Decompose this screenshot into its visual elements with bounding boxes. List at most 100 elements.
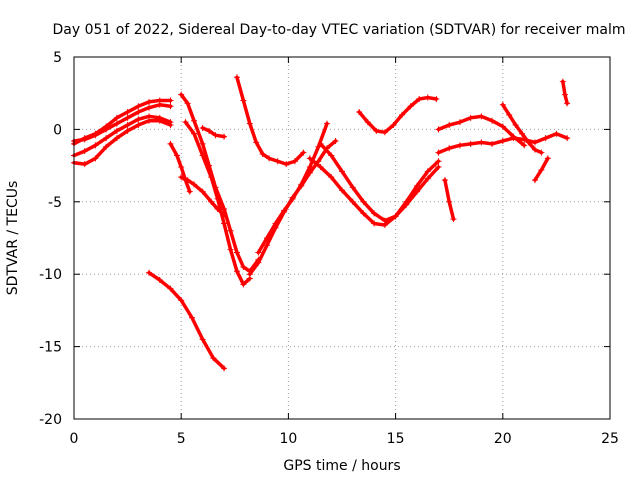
- series-trail: [147, 271, 226, 371]
- data-point: [191, 181, 198, 188]
- data-point: [289, 194, 296, 201]
- y-tick-label: -10: [39, 267, 62, 283]
- data-point: [188, 314, 195, 321]
- series-trace-c: [71, 117, 174, 168]
- series-trace-d: [71, 101, 174, 144]
- data-point: [407, 103, 414, 110]
- data-point: [103, 126, 110, 133]
- data-point: [266, 155, 273, 162]
- data-point: [178, 174, 185, 181]
- data-point: [371, 210, 378, 217]
- data-point: [92, 142, 99, 149]
- series-trail: [357, 95, 439, 135]
- data-point: [113, 127, 120, 134]
- data-point: [255, 259, 262, 266]
- data-point: [233, 249, 240, 256]
- series-trace-i: [199, 124, 228, 140]
- data-point: [317, 140, 324, 147]
- x-tick-label: 25: [601, 431, 619, 447]
- data-point: [184, 100, 191, 107]
- data-point: [212, 132, 219, 139]
- data-point: [450, 216, 457, 223]
- data-point: [446, 145, 453, 152]
- data-point: [390, 122, 397, 129]
- data-point: [435, 158, 442, 165]
- data-point: [156, 101, 163, 108]
- data-point: [441, 177, 448, 184]
- data-point: [339, 187, 345, 194]
- data-point: [208, 174, 215, 181]
- data-point: [489, 140, 496, 147]
- series-trace-p: [435, 130, 571, 156]
- data-point: [272, 224, 279, 231]
- series-trail: [72, 114, 173, 158]
- data-point: [227, 227, 234, 234]
- series-trace-u: [559, 78, 571, 107]
- data-point: [291, 158, 298, 165]
- data-point: [135, 122, 142, 129]
- data-point: [512, 122, 519, 129]
- data-point: [124, 114, 131, 121]
- data-point: [274, 158, 281, 165]
- x-axis-title: GPS time / hours: [283, 458, 400, 474]
- data-point: [489, 117, 496, 124]
- data-point: [306, 164, 313, 171]
- data-point: [210, 355, 217, 362]
- data-point: [467, 114, 474, 121]
- data-point: [113, 114, 120, 121]
- data-point: [233, 74, 240, 81]
- series-trace-v: [146, 269, 228, 372]
- data-point: [283, 161, 290, 168]
- data-point: [300, 149, 307, 156]
- data-point: [519, 130, 526, 137]
- data-point: [81, 148, 88, 155]
- data-point: [561, 91, 568, 98]
- data-point: [416, 95, 423, 102]
- series-trace-t: [531, 155, 551, 184]
- data-point: [298, 182, 305, 189]
- series-trace-h: [182, 119, 253, 288]
- series-trace-j: [233, 74, 307, 168]
- data-point: [178, 91, 185, 98]
- grid-lines: [74, 57, 610, 419]
- data-point: [373, 127, 380, 134]
- data-point: [255, 249, 262, 256]
- data-point: [191, 117, 198, 124]
- series-trail: [235, 75, 306, 166]
- data-point: [199, 140, 206, 147]
- data-point: [199, 336, 206, 343]
- data-point: [92, 132, 99, 139]
- data-point: [349, 184, 356, 191]
- data-point: [317, 164, 324, 171]
- data-point: [544, 155, 551, 162]
- x-tick-label: 20: [494, 431, 512, 447]
- data-point: [564, 100, 571, 107]
- data-point: [542, 135, 549, 142]
- series-trail: [72, 103, 173, 143]
- data-point: [227, 246, 234, 253]
- data-point: [113, 135, 120, 142]
- data-point: [214, 195, 221, 202]
- data-point: [360, 210, 367, 217]
- data-point: [424, 94, 431, 101]
- series-trail: [200, 126, 226, 139]
- series-trace-b: [71, 113, 174, 159]
- data-point: [124, 122, 131, 129]
- data-point: [199, 188, 206, 195]
- data-point: [221, 365, 228, 372]
- data-point: [381, 221, 388, 228]
- data-point: [240, 97, 247, 104]
- data-point: [167, 103, 174, 110]
- data-point: [446, 122, 453, 129]
- data-point: [221, 133, 228, 140]
- data-point: [184, 177, 191, 184]
- data-points: [71, 74, 571, 372]
- data-point: [328, 174, 335, 181]
- data-point: [173, 152, 180, 159]
- series-trace-f: [178, 174, 228, 218]
- data-point: [191, 130, 198, 137]
- data-point: [478, 113, 485, 120]
- data-point: [124, 127, 131, 134]
- data-point: [81, 161, 88, 168]
- data-point: [146, 269, 153, 276]
